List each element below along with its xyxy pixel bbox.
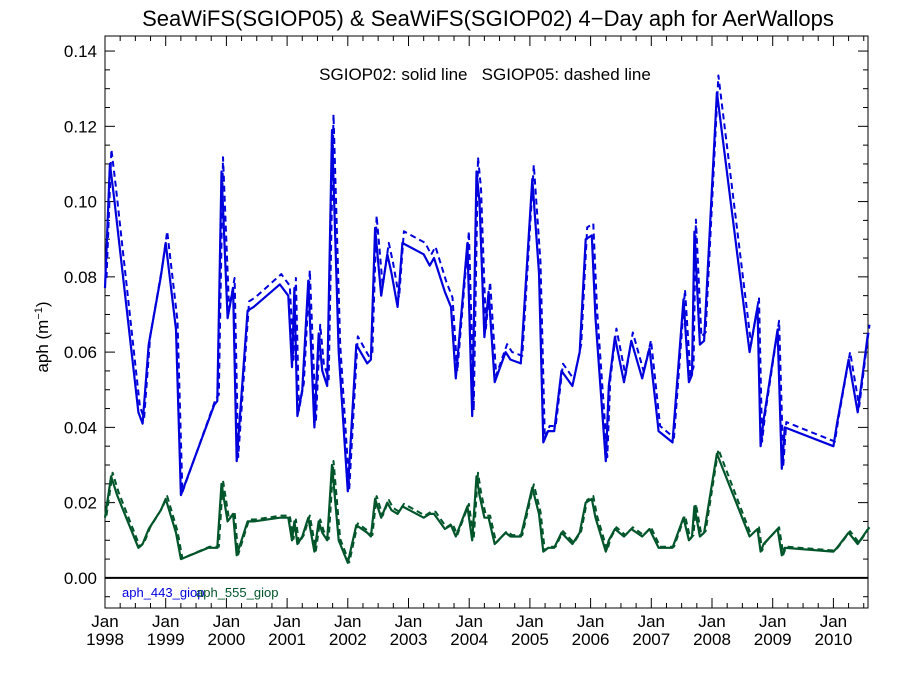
x-tick-year: 2009 [754, 630, 792, 649]
series-line-dashed-aph_443_giop [105, 74, 871, 494]
y-tick-label: 0.06 [64, 343, 97, 362]
x-tick-month: Jan [455, 612, 482, 631]
x-tick-month: Jan [698, 612, 725, 631]
plot-area [104, 35, 869, 609]
y-axis-label-main: aph (m [33, 320, 52, 373]
y-axis-label-close: ) [33, 301, 52, 307]
x-tick-year: 2002 [329, 630, 367, 649]
y-axis: 0.00 0.02 0.04 0.06 0.08 0.10 0.12 0.14 [64, 42, 868, 598]
y-axis-label-exponent: −1 [33, 307, 45, 320]
x-axis: Jan1998Jan1999Jan2000Jan2001Jan2002Jan20… [86, 36, 865, 649]
y-tick-label: 0.14 [64, 42, 97, 61]
x-tick-month: Jan [820, 612, 847, 631]
x-tick-month: Jan [273, 612, 300, 631]
x-tick-month: Jan [213, 612, 240, 631]
chart-title: SeaWiFS(SGIOP05) & SeaWiFS(SGIOP02) 4−Da… [142, 6, 834, 31]
x-tick-year: 1999 [147, 630, 185, 649]
x-tick-month: Jan [759, 612, 786, 631]
x-tick-year: 2006 [572, 630, 610, 649]
x-tick-month: Jan [91, 612, 118, 631]
x-tick-year: 2010 [814, 630, 852, 649]
y-tick-label: 0.08 [64, 268, 97, 287]
series-layer [103, 74, 871, 564]
y-tick-label: 0.02 [64, 494, 97, 513]
x-tick-month: Jan [395, 612, 422, 631]
x-tick-year: 2005 [511, 630, 549, 649]
x-tick-month: Jan [516, 612, 543, 631]
y-tick-label: 0.04 [64, 418, 97, 437]
x-tick-year: 1998 [86, 630, 124, 649]
x-tick-month: Jan [334, 612, 361, 631]
x-tick-year: 2004 [450, 630, 488, 649]
x-tick-year: 2000 [207, 630, 245, 649]
legend-label-aph_555_giop: aph_555_giop [196, 585, 278, 600]
legend-label-aph_443_giop: aph_443_giop [122, 585, 204, 600]
x-tick-month: Jan [152, 612, 179, 631]
x-tick-year: 2001 [268, 630, 306, 649]
x-tick-month: Jan [577, 612, 604, 631]
y-tick-label: 0.10 [64, 193, 97, 212]
x-tick-year: 2003 [390, 630, 428, 649]
plot-frame [104, 35, 869, 609]
line-style-annotation: SGIOP02: solid line SGIOP05: dashed line [319, 65, 651, 84]
y-tick-label: 0.12 [64, 117, 97, 136]
y-tick-label: 0.00 [64, 569, 97, 588]
y-axis-label: aph (m−1) [33, 301, 52, 372]
x-tick-month: Jan [638, 612, 665, 631]
series-line-aph_443_giop [103, 91, 870, 497]
series-line-dashed-aph_555_giop [105, 448, 871, 564]
x-tick-year: 2007 [632, 630, 670, 649]
x-tick-year: 2008 [693, 630, 731, 649]
